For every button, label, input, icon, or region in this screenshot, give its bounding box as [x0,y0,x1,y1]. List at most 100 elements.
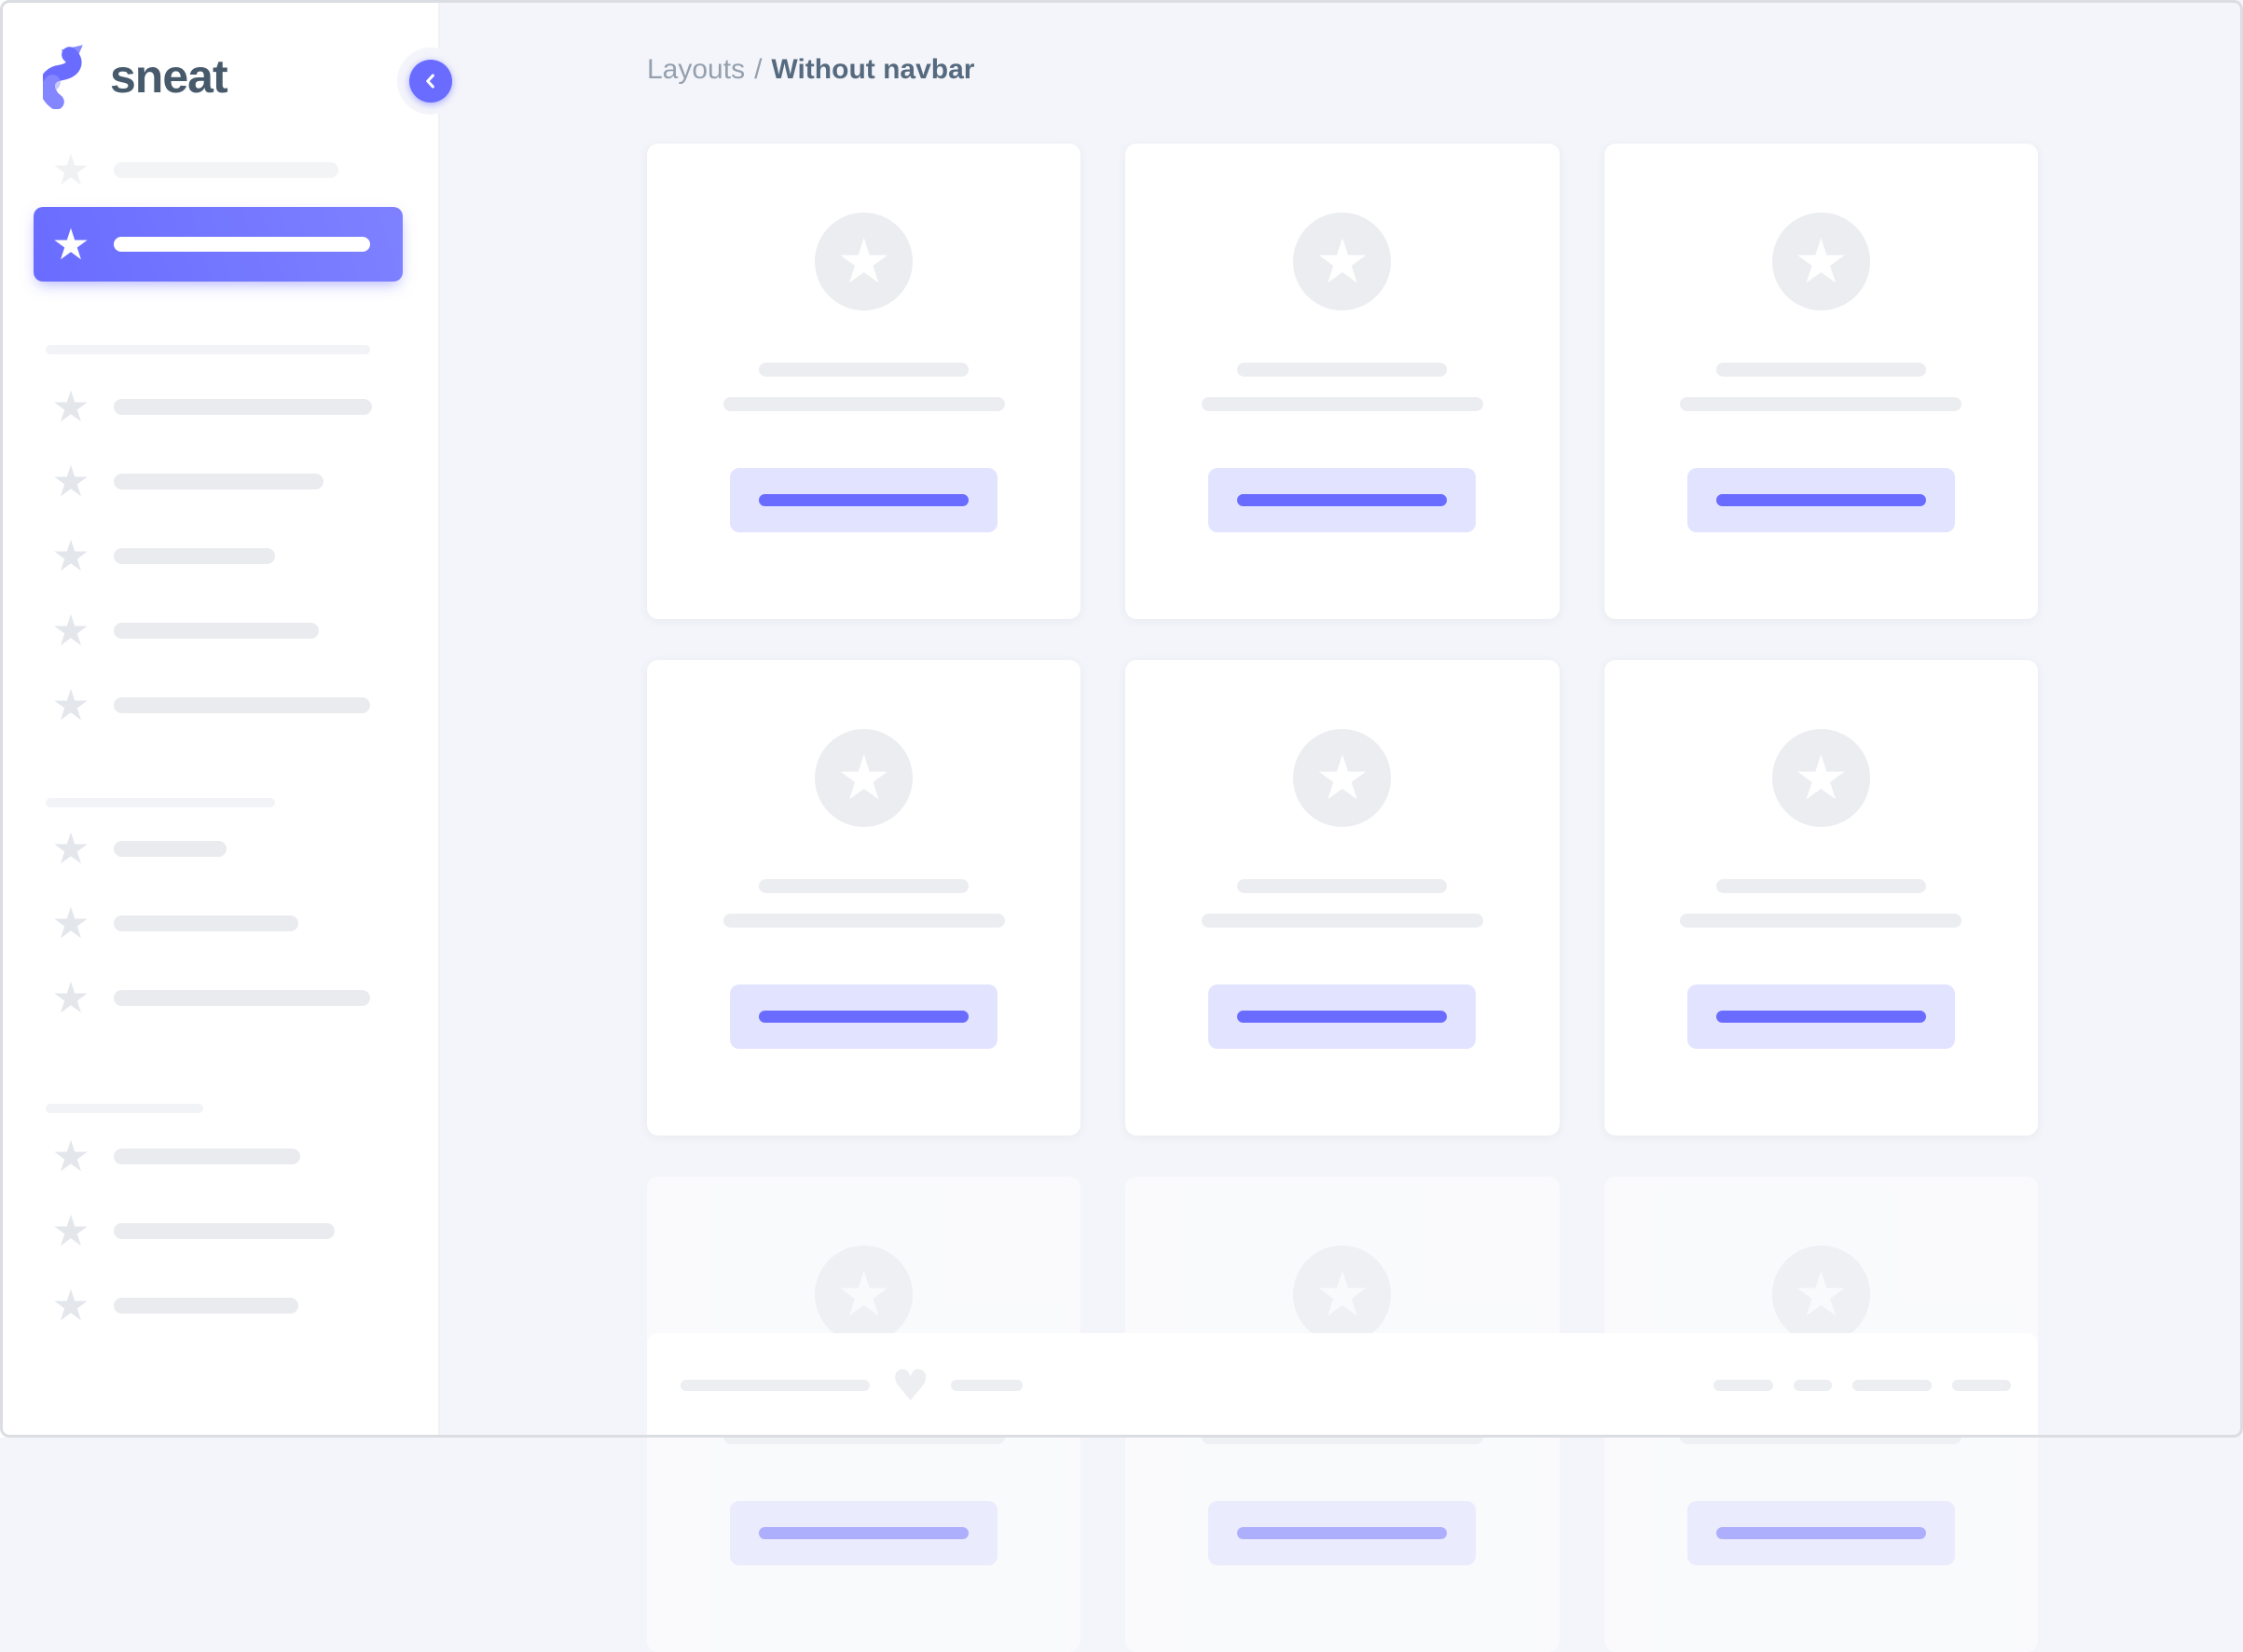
star-icon: ★ [836,741,892,814]
heart-icon: ♥ [891,1360,930,1411]
sidebar-section: ★ ★ ★ [0,798,438,1035]
card-button-label-placeholder [1715,494,1926,506]
sidebar-menu: ★ ★ ★ ★ ★ ★ ★ ★ ★ ★ ★ ★ ★ [0,132,438,1342]
card-text-placeholder [759,363,970,377]
menu-item-label-placeholder [114,1222,335,1239]
card-text-placeholder [1680,914,1962,928]
card-button-label-placeholder [1237,1527,1448,1539]
card-button[interactable] [1686,468,1955,532]
sidebar-section-divider [46,345,370,354]
sidebar-item[interactable]: ★ [0,369,438,444]
card-button[interactable] [1208,1501,1477,1565]
card-button[interactable] [1686,984,1955,1049]
card-button-label-placeholder [759,1011,970,1023]
star-icon: ★ [51,1280,90,1330]
star-icon: ★ [1793,225,1849,297]
card-text-placeholder [1680,397,1962,411]
placeholder-card: ★ [647,144,1081,619]
card-button-label-placeholder [1715,1011,1926,1023]
placeholder-card: ★ [1603,144,2038,619]
star-icon: ★ [51,381,90,432]
card-button[interactable] [730,1501,998,1565]
card-text-placeholder [1715,363,1926,377]
star-icon: ★ [1314,741,1370,814]
footer-text-placeholder [951,1380,1024,1391]
logo-text: sneat [110,50,228,103]
menu-item-label-placeholder [114,622,319,639]
sidebar-item[interactable]: ★ [0,518,438,593]
card-avatar: ★ [1293,729,1392,827]
sidebar-item[interactable]: ★ [0,1268,438,1342]
sidebar-collapse-button[interactable] [409,60,452,103]
card-avatar: ★ [1771,729,1870,827]
sidebar-item-active[interactable]: ★ [34,207,403,282]
card-avatar: ★ [815,213,914,310]
menu-item-label-placeholder [114,1297,298,1314]
star-icon: ★ [51,605,90,655]
sidebar-item[interactable]: ★ [0,886,438,960]
sneat-s-arrow-icon [43,45,83,109]
chevron-left-icon [426,74,434,89]
menu-item-label-placeholder [114,398,372,415]
sidebar-item[interactable]: ★ [0,444,438,518]
footer-link-placeholder[interactable] [1852,1380,1932,1391]
footer-right-group [1713,1380,2011,1391]
star-icon: ★ [51,823,90,874]
menu-item-label-placeholder [114,1148,300,1164]
menu-item-label-placeholder [114,161,338,178]
sidebar-item[interactable]: ★ [0,668,438,742]
menu-item-label-placeholder [114,915,298,931]
card-text-placeholder [1237,363,1448,377]
star-icon: ★ [1793,741,1849,814]
sidebar-section-divider [46,798,275,807]
breadcrumb-parent[interactable]: Layouts [647,54,746,85]
card-button-label-placeholder [759,494,970,506]
star-icon: ★ [51,145,90,195]
sidebar: sneat ★ ★ ★ ★ ★ ★ ★ ★ ★ ★ ★ ★ ★ [0,0,440,1438]
menu-item-label-placeholder [114,547,275,564]
star-icon: ★ [51,972,90,1023]
card-avatar: ★ [815,1246,914,1343]
card-text-placeholder [1201,397,1483,411]
star-icon: ★ [51,219,90,269]
placeholder-card: ★ [1603,660,2038,1136]
logo[interactable]: sneat [0,0,438,112]
page-footer: ♥ [647,1333,2038,1438]
breadcrumb-current: Without navbar [771,54,975,85]
card-text-placeholder [759,879,970,893]
star-icon: ★ [51,456,90,506]
card-text-placeholder [1715,879,1926,893]
card-button-label-placeholder [1237,1011,1448,1023]
card-button[interactable] [1208,984,1477,1049]
card-text-placeholder [722,397,1005,411]
star-icon: ★ [51,680,90,730]
footer-link-placeholder[interactable] [1713,1380,1773,1391]
sidebar-item[interactable]: ★ [0,1193,438,1268]
sidebar-item[interactable]: ★ [0,593,438,668]
footer-text-placeholder [681,1380,870,1391]
card-text-placeholder [722,914,1005,928]
menu-item-label-placeholder [114,696,370,713]
menu-item-label-placeholder [114,473,323,489]
sidebar-item[interactable]: ★ [0,132,438,207]
sidebar-item[interactable]: ★ [0,1119,438,1193]
card-avatar: ★ [1771,1246,1870,1343]
star-icon: ★ [51,530,90,581]
card-avatar: ★ [815,729,914,827]
card-button[interactable] [730,984,998,1049]
footer-link-placeholder[interactable] [1952,1380,2011,1391]
star-icon: ★ [836,1258,892,1330]
card-button-label-placeholder [759,1527,970,1539]
card-button-label-placeholder [1715,1527,1926,1539]
footer-link-placeholder[interactable] [1794,1380,1832,1391]
sidebar-item[interactable]: ★ [0,960,438,1035]
card-button[interactable] [1208,468,1477,532]
menu-item-label-placeholder [114,840,227,857]
card-avatar: ★ [1293,1246,1392,1343]
card-avatar: ★ [1771,213,1870,310]
placeholder-card: ★ [1125,144,1560,619]
card-button[interactable] [1686,1501,1955,1565]
card-button[interactable] [730,468,998,532]
sidebar-item[interactable]: ★ [0,811,438,886]
star-icon: ★ [51,898,90,948]
